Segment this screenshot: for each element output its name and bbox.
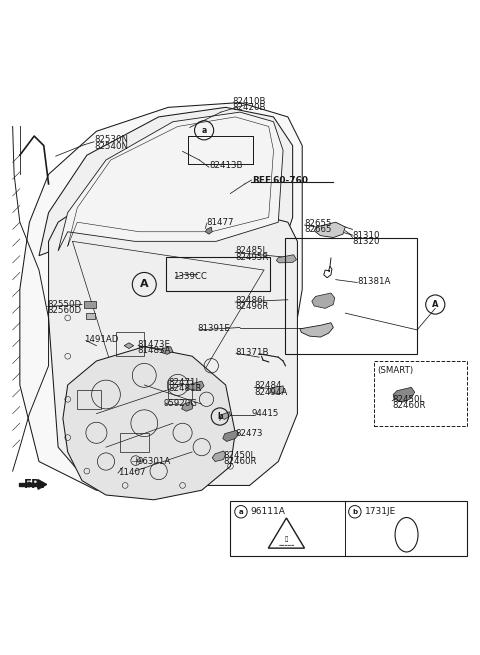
Text: 81310: 81310 — [352, 231, 380, 240]
Text: 82485L: 82485L — [235, 246, 267, 255]
Text: 96111A: 96111A — [251, 507, 286, 516]
Text: 82450L: 82450L — [223, 451, 255, 460]
Text: b: b — [352, 509, 358, 515]
Polygon shape — [48, 208, 298, 485]
Text: 82496R: 82496R — [235, 303, 269, 311]
Text: (SMART): (SMART) — [377, 366, 414, 375]
Polygon shape — [276, 255, 297, 263]
Text: 82413B: 82413B — [209, 161, 242, 170]
Polygon shape — [84, 301, 96, 309]
Text: 81320: 81320 — [352, 237, 380, 246]
Text: 96301A: 96301A — [137, 457, 170, 466]
Text: 82460R: 82460R — [223, 457, 257, 466]
Text: 🚗: 🚗 — [285, 536, 288, 542]
Text: 82420B: 82420B — [233, 103, 266, 112]
Text: 82484: 82484 — [254, 381, 282, 390]
Polygon shape — [20, 103, 302, 490]
Bar — [168, 380, 192, 400]
Text: 82481R: 82481R — [168, 384, 202, 393]
Polygon shape — [86, 313, 95, 319]
Polygon shape — [124, 343, 134, 348]
Text: ▬▬▬▬▬: ▬▬▬▬▬ — [278, 543, 295, 547]
Text: REF.60-760: REF.60-760 — [252, 176, 308, 185]
Text: 82540N: 82540N — [94, 141, 128, 151]
Text: 81473E: 81473E — [137, 340, 170, 348]
Polygon shape — [38, 479, 47, 489]
Text: a: a — [239, 509, 243, 515]
Polygon shape — [300, 323, 333, 337]
Bar — [286, 238, 417, 354]
Text: 82665: 82665 — [305, 225, 332, 234]
Polygon shape — [393, 387, 415, 402]
Text: 82495R: 82495R — [235, 253, 269, 261]
Polygon shape — [270, 386, 284, 394]
Text: 82560D: 82560D — [47, 307, 81, 315]
Polygon shape — [186, 381, 204, 390]
Polygon shape — [314, 222, 345, 238]
Bar — [374, 361, 468, 426]
Text: 82450L: 82450L — [392, 395, 424, 403]
Text: A: A — [140, 280, 149, 290]
Polygon shape — [19, 483, 38, 487]
Text: 82655: 82655 — [305, 219, 332, 228]
Text: 1491AD: 1491AD — [84, 335, 119, 344]
Bar — [77, 390, 101, 409]
Text: 82471L: 82471L — [168, 378, 201, 387]
Polygon shape — [161, 346, 173, 354]
Polygon shape — [181, 402, 193, 411]
Polygon shape — [223, 430, 239, 441]
Text: 81477: 81477 — [206, 217, 234, 227]
Bar — [230, 501, 468, 556]
Bar — [116, 332, 144, 356]
Text: 82410B: 82410B — [233, 97, 266, 105]
Text: 81483A: 81483A — [137, 346, 170, 355]
Text: a: a — [202, 126, 207, 135]
Bar — [166, 257, 270, 291]
Text: 82460R: 82460R — [392, 401, 426, 410]
Text: 82486L: 82486L — [235, 296, 267, 305]
Polygon shape — [312, 293, 335, 309]
Text: 11407: 11407 — [118, 468, 145, 477]
Text: 94415: 94415 — [252, 409, 279, 418]
Text: 82473: 82473 — [235, 429, 263, 438]
Text: A: A — [432, 300, 439, 309]
Text: 81391E: 81391E — [197, 324, 230, 333]
Text: b: b — [217, 412, 223, 421]
Bar — [120, 433, 149, 452]
Polygon shape — [205, 227, 212, 234]
Text: 95920G: 95920G — [163, 399, 197, 407]
Polygon shape — [58, 112, 283, 251]
Polygon shape — [212, 451, 226, 462]
Text: 1731JE: 1731JE — [365, 507, 396, 516]
Text: 81381A: 81381A — [357, 277, 391, 286]
Text: 81371B: 81371B — [235, 348, 269, 357]
Bar — [188, 136, 253, 164]
Text: 82494A: 82494A — [254, 388, 288, 397]
Text: 1339CC: 1339CC — [173, 272, 207, 281]
Text: FR.: FR. — [24, 477, 46, 491]
Polygon shape — [63, 346, 235, 500]
Polygon shape — [39, 107, 293, 261]
Text: 82550D: 82550D — [47, 300, 81, 309]
Text: 82530N: 82530N — [94, 136, 128, 144]
Polygon shape — [220, 412, 230, 419]
